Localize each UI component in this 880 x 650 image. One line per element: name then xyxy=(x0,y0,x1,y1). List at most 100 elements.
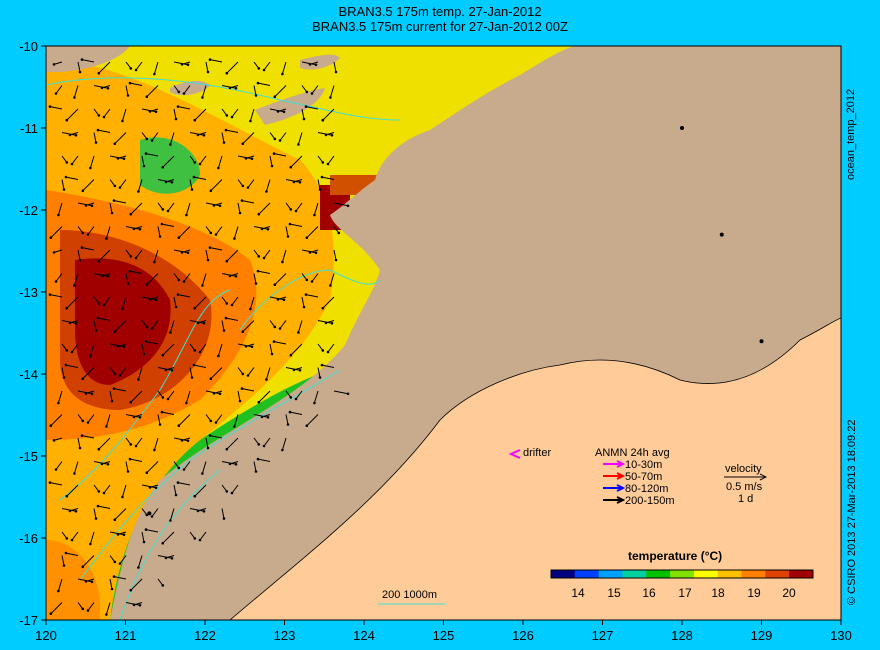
colorbar-tick-label: 17 xyxy=(678,586,692,600)
velocity-arrow-head xyxy=(257,212,261,216)
velocity-arrow xyxy=(151,132,159,141)
lon-tick-label: 122 xyxy=(194,628,216,643)
velocity-arrow-head xyxy=(73,284,76,287)
velocity-arrow-head xyxy=(233,237,236,240)
velocity-arrow-head xyxy=(169,519,172,522)
velocity-arrow-head xyxy=(65,494,69,498)
drifter-arrow-icon xyxy=(508,449,521,459)
velocity-arrow xyxy=(77,202,93,207)
velocity-arrow xyxy=(66,484,79,497)
velocity-arrow xyxy=(113,200,127,204)
velocity-arrow-head xyxy=(161,396,165,399)
velocity-arrow-head xyxy=(110,399,114,403)
velocity-arrow xyxy=(183,85,191,94)
velocity-arrow xyxy=(50,226,63,239)
lon-tick-label: 124 xyxy=(353,628,375,643)
velocity-arrow xyxy=(141,508,148,516)
velocity-arrow xyxy=(109,390,113,402)
station-marker xyxy=(719,232,724,237)
velocity-arrow-head xyxy=(94,141,98,144)
velocity-arrow xyxy=(137,179,143,192)
velocity-arrow xyxy=(197,320,207,324)
colorbar-frame xyxy=(550,569,814,579)
velocity-arrow-head xyxy=(78,70,82,74)
velocity-arrow xyxy=(245,155,255,159)
velocity-arrow xyxy=(50,414,63,427)
velocity-arrow-head xyxy=(238,399,242,403)
velocity-arrow xyxy=(61,367,65,378)
velocity-arrow-head xyxy=(94,517,98,520)
velocity-arrow-head xyxy=(134,68,138,72)
colorbar-tick-label: 20 xyxy=(782,586,796,600)
velocity-arrow xyxy=(93,484,100,492)
velocity-arrow xyxy=(97,505,111,509)
velocity-arrow-head xyxy=(132,227,136,231)
station-marker xyxy=(680,126,684,130)
velocity-arrow-head xyxy=(52,251,56,254)
velocity-arrow xyxy=(285,179,301,183)
velocity-arrow-head xyxy=(193,537,197,540)
velocity-arrow xyxy=(242,132,255,145)
velocity-arrow-head xyxy=(257,443,261,446)
velocity-arrow-head xyxy=(137,378,140,381)
velocity-arrow xyxy=(189,343,196,351)
velocity-arrow xyxy=(119,367,127,376)
velocity-arrow xyxy=(49,106,63,110)
velocity-arrow-head xyxy=(174,117,178,121)
colorbar-cell xyxy=(789,570,814,578)
velocity-arrow-head xyxy=(153,448,156,452)
velocity-arrow-head xyxy=(313,213,316,217)
velocity-arrow xyxy=(113,388,127,392)
velocity-arrow-head xyxy=(96,316,100,320)
velocity-arrow-head xyxy=(126,94,130,97)
velocity-arrow-head xyxy=(334,70,338,74)
velocity-arrow-head xyxy=(80,58,84,61)
velocity-arrow-head xyxy=(281,448,284,452)
velocity-arrow xyxy=(125,437,132,445)
colorbar-cell xyxy=(765,570,790,578)
velocity-arrow xyxy=(317,155,324,163)
map-title-line1: BRAN3.5 175m temp. 27-Jan-2012 xyxy=(338,4,542,19)
velocity-arrow xyxy=(321,176,335,180)
velocity-arrow-head xyxy=(202,134,206,137)
velocity-arrow xyxy=(257,270,271,274)
velocity-arrow-head xyxy=(265,378,268,381)
velocity-arrow xyxy=(311,85,319,94)
velocity-arrow xyxy=(71,343,79,353)
velocity-arrow xyxy=(317,179,321,190)
velocity-arrow xyxy=(157,226,161,237)
velocity-arrow xyxy=(269,155,273,167)
velocity-arrow-head xyxy=(170,369,174,372)
velocity-arrow-head xyxy=(234,463,238,466)
velocity-arrow-head xyxy=(129,400,133,404)
velocity-arrow xyxy=(109,578,113,590)
velocity-arrow-head xyxy=(292,368,296,372)
colorbar-tick-label: 16 xyxy=(642,586,656,600)
velocity-arrow xyxy=(209,59,223,63)
velocity-arrow-head xyxy=(176,293,180,296)
velocity-title: velocity xyxy=(725,463,762,475)
velocity-arrow-head xyxy=(170,181,174,184)
velocity-arrow xyxy=(237,343,253,348)
velocity-arrow xyxy=(65,552,79,556)
velocity-arrow xyxy=(117,531,127,535)
velocity-arrow-head xyxy=(337,231,341,235)
velocity-arrow xyxy=(125,226,141,230)
velocity-arrow-head xyxy=(129,67,133,70)
velocity-arrow xyxy=(109,367,116,375)
velocity-arrow-head xyxy=(174,305,178,309)
colorbar-tick-label: 15 xyxy=(607,586,621,600)
velocity-arrow-head xyxy=(145,137,149,141)
velocity-arrow-head xyxy=(272,340,276,343)
velocity-arrow-head xyxy=(302,117,306,121)
velocity-arrow xyxy=(130,390,143,403)
velocity-arrow-head xyxy=(208,58,212,61)
velocity-arrow-head xyxy=(70,162,74,166)
velocity-arrow-head xyxy=(158,235,162,238)
velocity-arrow-head xyxy=(105,613,108,616)
velocity-arrow-head xyxy=(209,419,213,423)
velocity-arrow xyxy=(205,249,209,261)
velocity-arrow xyxy=(205,390,221,395)
colorbar-cell xyxy=(551,570,576,578)
